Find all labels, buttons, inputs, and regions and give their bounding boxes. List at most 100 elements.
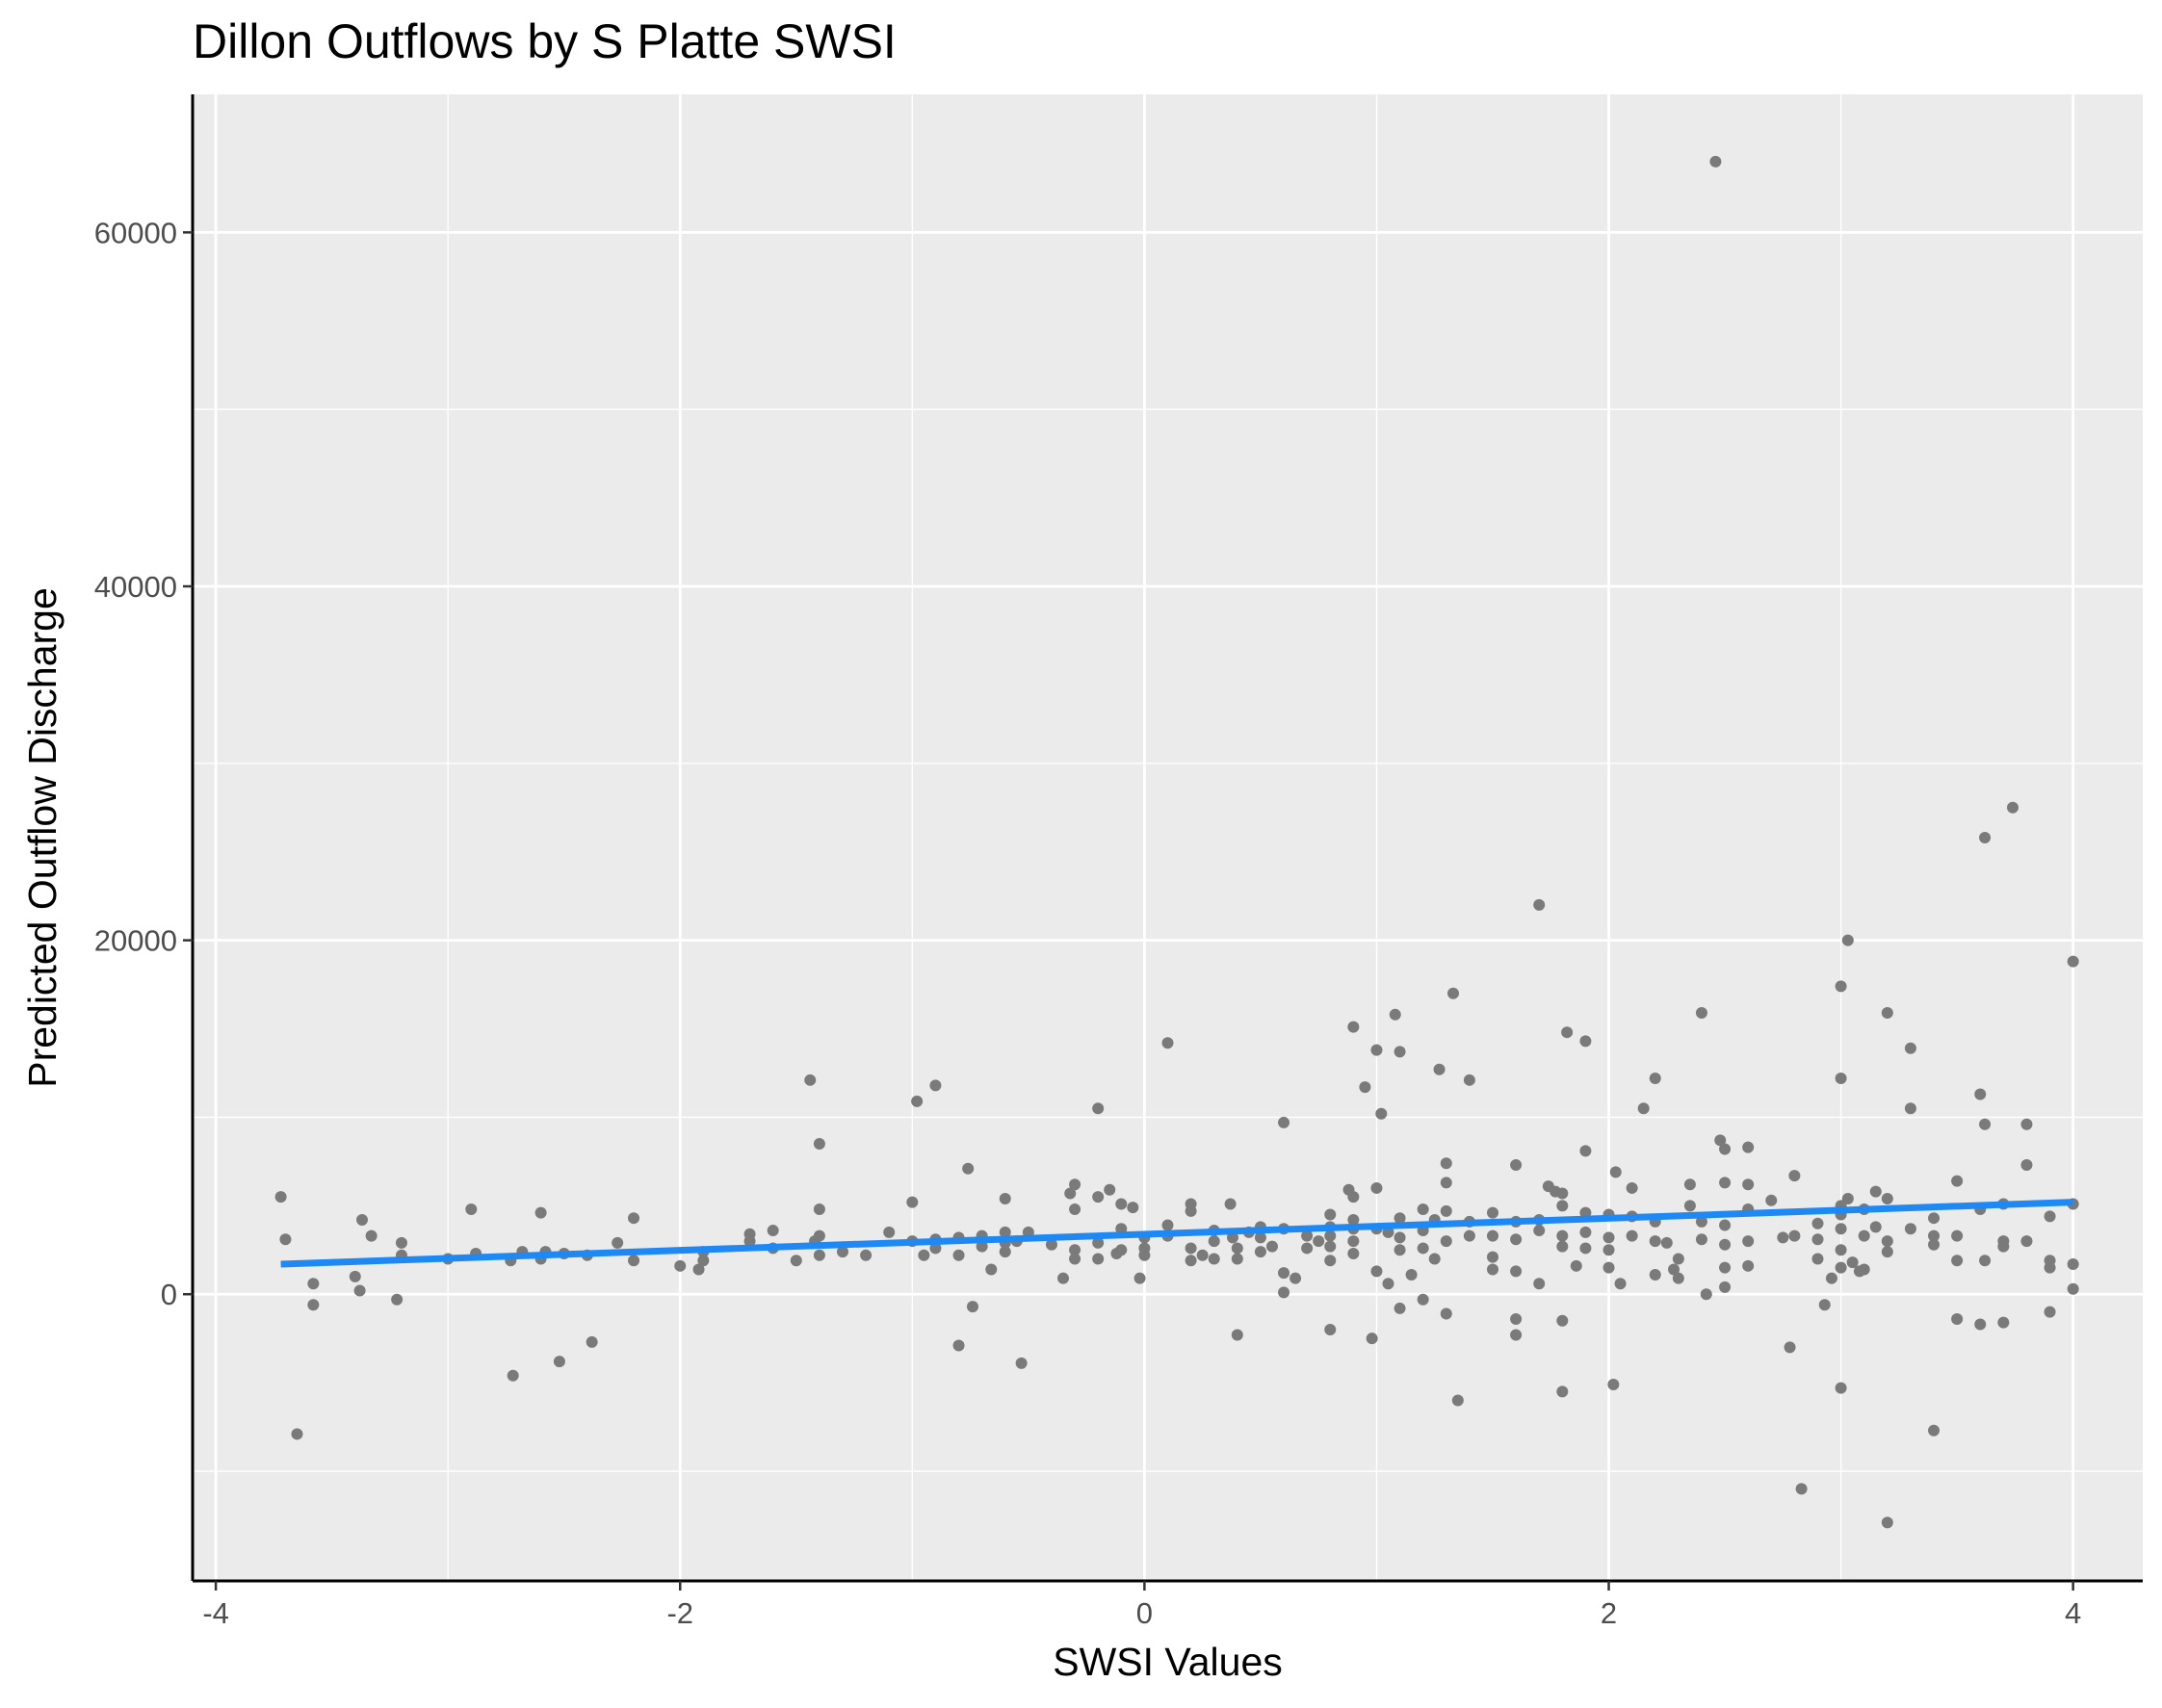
data-point (612, 1236, 624, 1249)
data-point (1579, 1226, 1592, 1238)
x-tick-label: 2 (1601, 1596, 1617, 1630)
data-point (1626, 1181, 1638, 1194)
major-gridlines (193, 94, 2143, 1581)
data-point (1092, 1236, 1105, 1249)
x-tick-label: 0 (1136, 1596, 1153, 1630)
data-point (1951, 1312, 1964, 1325)
data-point (1382, 1278, 1394, 1290)
data-point (1347, 1214, 1360, 1227)
data-point (1394, 1231, 1406, 1244)
data-point (1742, 1259, 1755, 1272)
data-point (883, 1226, 896, 1238)
data-point (1533, 898, 1546, 911)
data-point (1487, 1229, 1498, 1242)
data-point (1394, 1302, 1406, 1314)
data-point (1451, 1394, 1464, 1407)
data-point (1417, 1242, 1429, 1255)
data-point (976, 1240, 988, 1253)
data-point (1649, 1235, 1661, 1248)
data-points (274, 155, 2079, 1529)
data-point (1533, 1278, 1546, 1290)
data-point (767, 1225, 779, 1237)
data-point (1951, 1175, 1964, 1187)
data-point (1579, 1145, 1592, 1157)
data-point (1579, 1242, 1592, 1255)
data-point (465, 1203, 478, 1215)
data-point (1777, 1231, 1789, 1244)
data-point (1811, 1233, 1824, 1246)
data-point (952, 1339, 965, 1352)
data-point (1231, 1329, 1243, 1341)
y-tick-label: 20000 (94, 924, 177, 958)
data-point (1375, 1107, 1388, 1120)
data-point (1835, 980, 1847, 993)
data-point (2067, 1257, 2079, 1270)
data-point (1389, 1008, 1401, 1021)
data-point (1609, 1166, 1622, 1178)
data-point (1974, 1088, 1987, 1100)
data-point (1185, 1204, 1197, 1217)
data-point (674, 1259, 687, 1272)
data-point (1057, 1272, 1070, 1284)
data-point (1841, 1192, 1854, 1204)
minor-gridlines (193, 94, 2143, 1581)
data-point (1045, 1238, 1057, 1251)
data-point (1324, 1229, 1337, 1242)
data-point (1278, 1116, 1290, 1128)
data-point (1795, 1483, 1808, 1495)
y-tick-label: 0 (161, 1278, 177, 1311)
data-point (1869, 1185, 1882, 1198)
data-point (1928, 1238, 1941, 1251)
data-point (918, 1249, 930, 1261)
data-point (1104, 1183, 1116, 1196)
data-point (2020, 1235, 2033, 1248)
data-point (1835, 1261, 1847, 1274)
data-point (804, 1074, 817, 1086)
data-point (1064, 1187, 1077, 1200)
data-point (1904, 1223, 1916, 1235)
data-point (586, 1335, 598, 1348)
data-point (1440, 1177, 1452, 1189)
data-point (1556, 1314, 1569, 1327)
data-point (1289, 1272, 1302, 1284)
data-point (1835, 1244, 1847, 1256)
data-point (353, 1284, 366, 1297)
data-point (2044, 1210, 2056, 1223)
x-axis-ticks: -4 -2 0 2 4 (202, 1581, 2081, 1630)
data-point (1417, 1203, 1429, 1215)
data-point (1695, 1215, 1707, 1228)
data-point (860, 1249, 873, 1261)
data-point (837, 1246, 848, 1258)
data-point (1394, 1046, 1406, 1058)
data-point (1668, 1263, 1680, 1276)
data-point (1510, 1329, 1523, 1341)
data-point (1602, 1244, 1615, 1256)
data-point (1405, 1269, 1418, 1281)
data-point (1742, 1235, 1755, 1248)
data-point (1510, 1159, 1523, 1172)
data-point (1440, 1235, 1452, 1248)
data-point (1394, 1244, 1406, 1256)
data-point (1370, 1265, 1383, 1278)
data-point (1440, 1204, 1452, 1217)
y-tick-label: 40000 (94, 570, 177, 604)
data-point (1278, 1267, 1290, 1280)
data-point (1858, 1263, 1870, 1276)
data-point (1881, 1235, 1893, 1248)
data-point (952, 1249, 965, 1261)
data-point (1185, 1242, 1197, 1255)
data-point (929, 1079, 942, 1092)
data-point (349, 1270, 361, 1282)
data-point (1683, 1200, 1696, 1212)
data-point (1904, 1042, 1916, 1054)
x-tick-label: 4 (2065, 1596, 2081, 1630)
data-point (1858, 1229, 1870, 1242)
data-point (911, 1095, 924, 1107)
data-point (1487, 1206, 1498, 1219)
data-point (1556, 1229, 1569, 1242)
data-point (1301, 1242, 1314, 1255)
data-point (1979, 1255, 1992, 1267)
data-point (1138, 1249, 1151, 1261)
data-point (1649, 1072, 1661, 1084)
data-point (628, 1255, 640, 1267)
